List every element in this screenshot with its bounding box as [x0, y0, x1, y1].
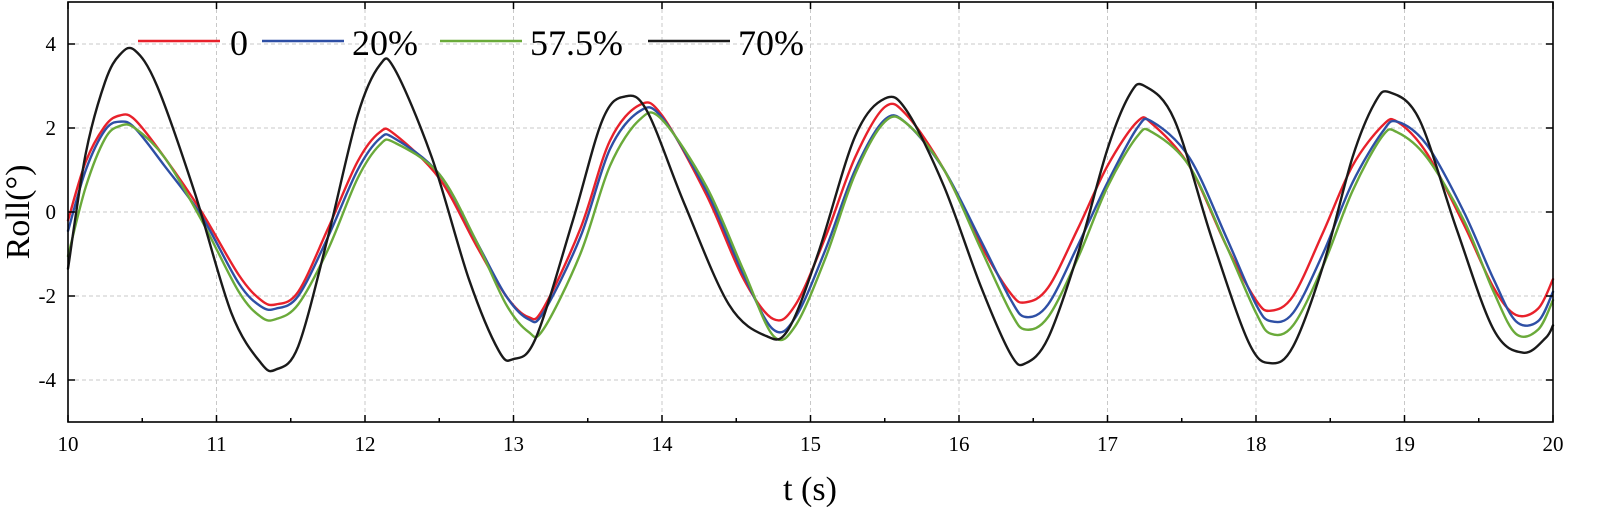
- y-tick-label: 0: [46, 200, 57, 224]
- x-tick-label: 19: [1394, 432, 1415, 456]
- x-tick-label: 11: [206, 432, 226, 456]
- legend-label-0: 0: [230, 23, 248, 63]
- legend: 0 20% 57.5% 70%: [138, 23, 804, 63]
- x-tick-label: 17: [1097, 432, 1118, 456]
- series-line-57.5%: [66, 111, 1555, 342]
- x-tick-label: 15: [800, 432, 821, 456]
- y-tick-label: -2: [39, 284, 57, 308]
- y-axis-label: Roll(°): [0, 165, 37, 260]
- legend-label-70%: 70%: [738, 23, 804, 63]
- x-tick-label: 12: [355, 432, 376, 456]
- x-axis-label: t (s): [783, 471, 837, 507]
- y-tick-label: 4: [46, 32, 57, 56]
- y-tick-label: -4: [39, 368, 57, 392]
- x-tick-label: 14: [652, 432, 674, 456]
- series-layer: [66, 46, 1555, 373]
- x-tick-label: 10: [58, 432, 79, 456]
- y-tick-label: 2: [46, 116, 57, 140]
- x-tick-label: 13: [503, 432, 524, 456]
- series-line-20%: [66, 106, 1555, 334]
- x-tick-label: 16: [949, 432, 970, 456]
- series-line-70%: [66, 46, 1555, 373]
- x-tick-label: 18: [1246, 432, 1267, 456]
- legend-label-20%: 20%: [352, 23, 418, 63]
- legend-label-57.5%: 57.5%: [530, 23, 623, 63]
- x-tick-label: 20: [1543, 432, 1564, 456]
